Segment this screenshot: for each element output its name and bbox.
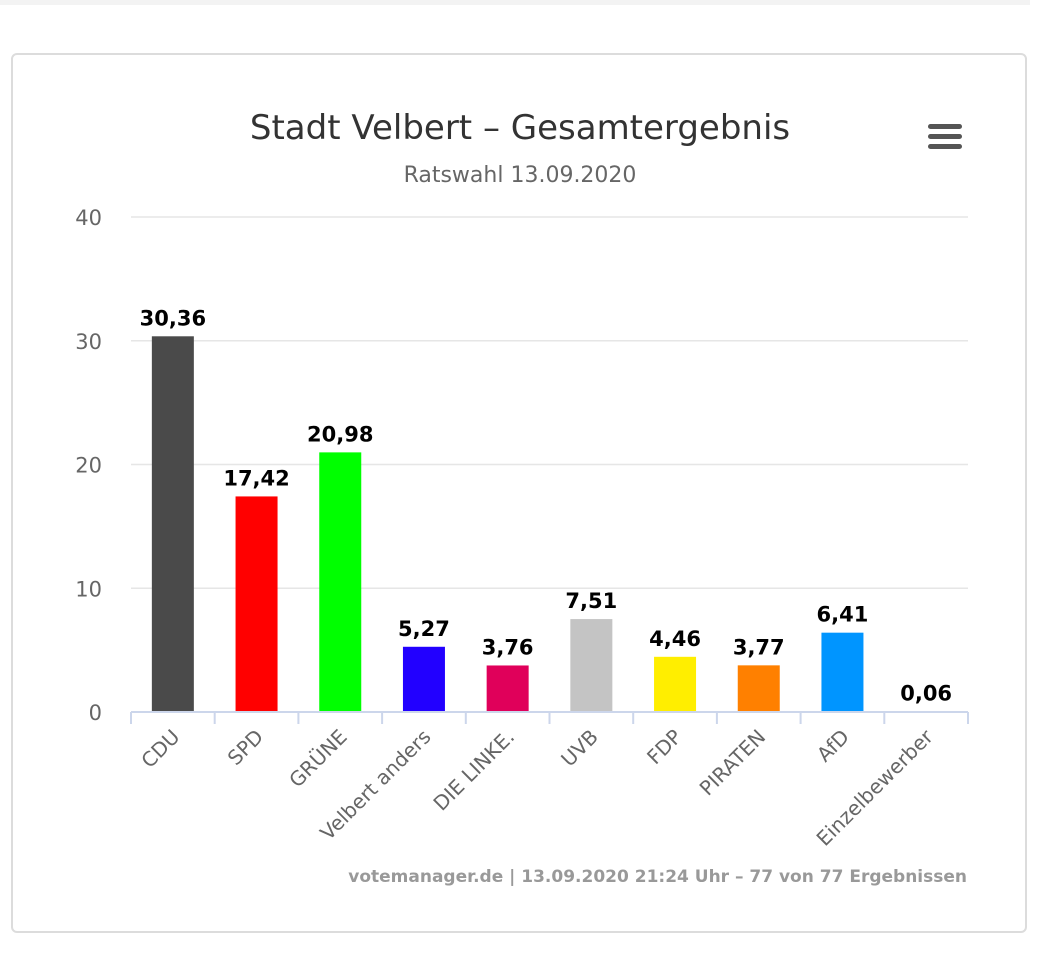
chart-title: Stadt Velbert – Gesamtergebnis <box>249 108 791 148</box>
x-axis <box>130 711 969 724</box>
data-label: 3,77 <box>733 635 785 659</box>
menu-bar-middle <box>928 134 962 139</box>
bars <box>151 336 948 712</box>
hamburger-menu-icon[interactable] <box>926 122 964 152</box>
y-tick-label: 0 <box>89 701 102 725</box>
credits-text[interactable]: votemanager.de | 13.09.2020 21:24 Uhr – … <box>348 867 967 887</box>
data-label: 6,41 <box>817 603 869 627</box>
top-divider <box>0 0 1030 5</box>
data-label: 5,27 <box>398 617 450 641</box>
category-label: AfD <box>812 725 854 767</box>
y-tick-label: 30 <box>75 330 102 354</box>
y-tick-label: 40 <box>75 206 102 230</box>
data-label: 3,76 <box>482 635 534 659</box>
bar-gr-ne[interactable] <box>319 452 362 712</box>
bar-velbert-anders[interactable] <box>402 646 445 712</box>
category-label: PIRATEN <box>695 725 771 801</box>
y-tick-label: 10 <box>75 577 102 601</box>
data-label: 30,36 <box>140 306 206 330</box>
category-label: CDU <box>136 725 184 773</box>
y-axis-ticks: 0 10 20 30 40 <box>75 206 102 725</box>
category-label: UVB <box>556 725 603 772</box>
bar-die-linke-[interactable] <box>486 665 529 712</box>
bar-uvb[interactable] <box>570 619 613 712</box>
bar-afd[interactable] <box>821 632 864 712</box>
data-label: 7,51 <box>565 589 617 613</box>
data-label: 20,98 <box>307 422 373 446</box>
menu-bar-top <box>928 124 962 129</box>
data-labels: 30,36 17,42 20,98 5,27 3,76 7,51 4,46 3,77 6,41 0… <box>140 306 952 705</box>
bar-piraten[interactable] <box>737 665 780 712</box>
bar-cdu[interactable] <box>151 336 194 712</box>
data-label: 0,06 <box>900 681 952 705</box>
category-label: FDP <box>642 725 687 770</box>
data-label: 4,46 <box>649 627 701 651</box>
data-label: 17,42 <box>223 466 289 490</box>
y-tick-label: 20 <box>75 454 102 478</box>
chart-subtitle: Ratswahl 13.09.2020 <box>403 163 637 188</box>
category-label: DIE LINKE. <box>428 725 519 816</box>
category-label: SPD <box>223 725 268 770</box>
bar-spd[interactable] <box>235 496 278 712</box>
menu-bar-bottom <box>928 144 962 149</box>
bar-fdp[interactable] <box>654 656 697 712</box>
category-label: GRÜNE <box>284 725 352 793</box>
